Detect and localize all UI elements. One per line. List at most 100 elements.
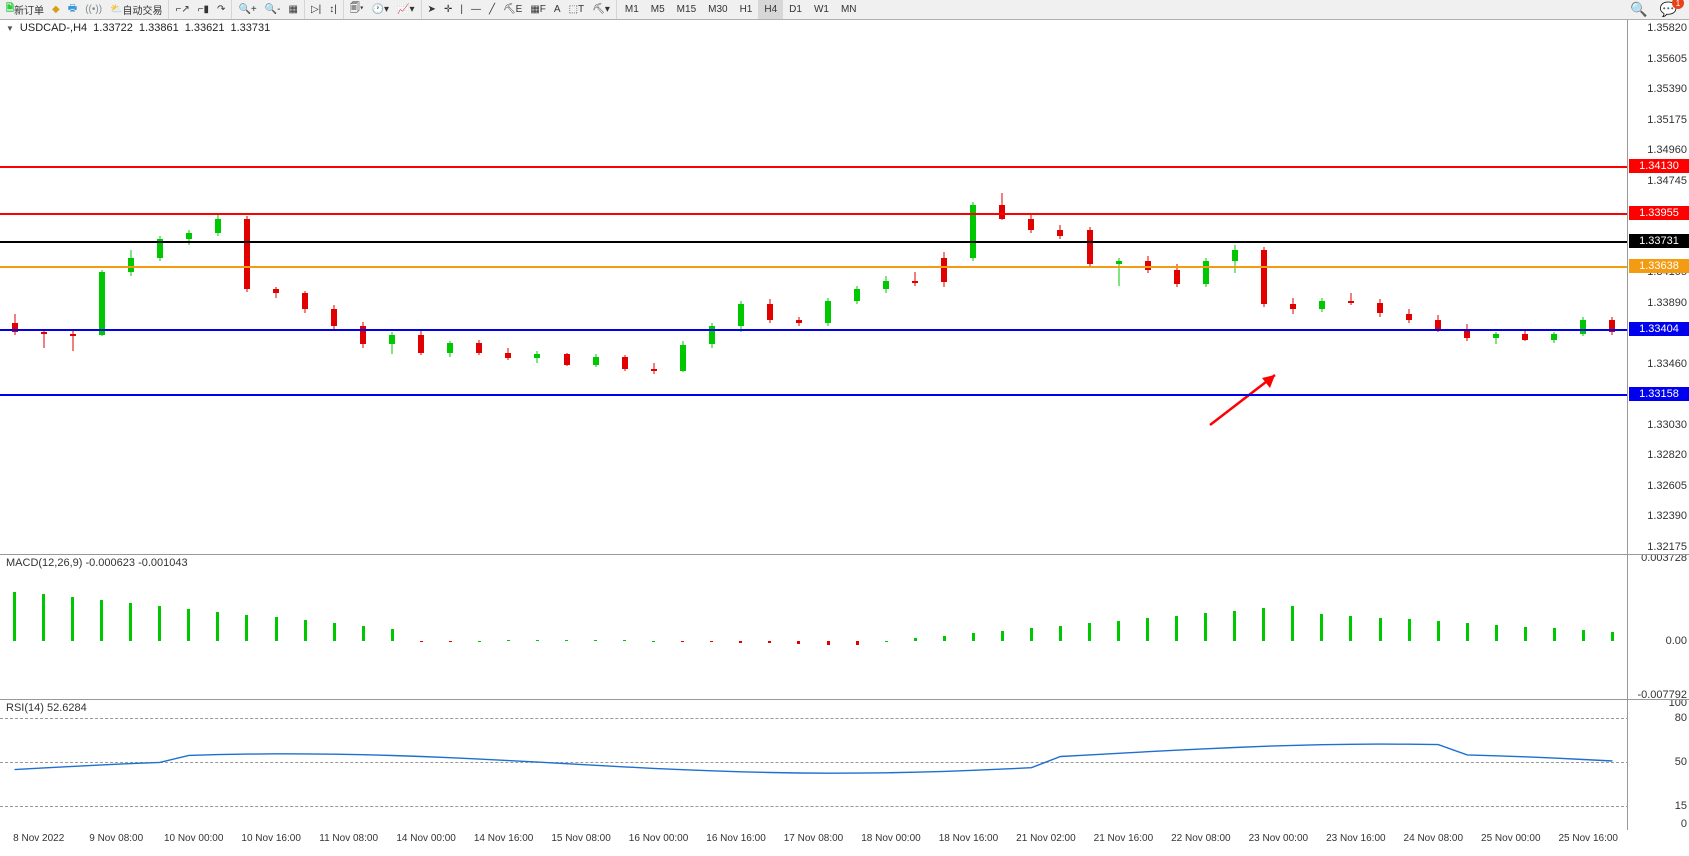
price-axis[interactable]: 1.35820 1.35605 1.35390 1.35175 1.34960 1.347… (1627, 20, 1689, 554)
price-tick-17: 1.32175 (1647, 541, 1687, 553)
period-m5[interactable]: M5 (645, 0, 671, 19)
chart-container: ▼ USDCAD-,H4 1.33722 1.33861 1.33621 1.3… (0, 20, 1689, 850)
price-tick-11: 1.33460 (1647, 358, 1687, 370)
chat-badge-count: 1 (1672, 0, 1684, 9)
period-h1[interactable]: H1 (734, 0, 759, 19)
draw-group: ➤ ✛ | — ╱ ⛏E ▦F A ⬚T ⛏▾ (422, 0, 617, 19)
level-badge-2[interactable]: 1.33731 (1629, 234, 1689, 248)
level-badge-1[interactable]: 1.33955 (1629, 206, 1689, 220)
price-panel[interactable]: ▼ USDCAD-,H4 1.33722 1.33861 1.33621 1.3… (0, 20, 1689, 555)
nav-group: ▷| ↕| (305, 0, 344, 19)
chart-type-icon[interactable]: 📈▾ (393, 0, 418, 19)
level-badge-0[interactable]: 1.34130 (1629, 159, 1689, 173)
date-tick-20: 25 Nov 16:00 (1559, 833, 1619, 844)
macd-panel[interactable]: MACD(12,26,9) -0.000623 -0.001043 0.0037… (0, 555, 1689, 700)
price-tick-15: 1.32605 (1647, 480, 1687, 492)
date-tick-13: 21 Nov 02:00 (1016, 833, 1076, 844)
macd-axis[interactable]: 0.003728 0.00 -0.007792 (1627, 555, 1689, 699)
vertical-line-icon[interactable]: | (456, 0, 467, 19)
rect-pattern-icon[interactable]: ▦F (526, 0, 550, 19)
macd-tick-low: -0.007792 (1637, 689, 1687, 700)
zoom-out-icon[interactable]: 🔍- (261, 0, 285, 19)
period-mn[interactable]: MN (835, 0, 863, 19)
level-badge-5[interactable]: 1.33158 (1629, 387, 1689, 401)
level-line-3[interactable] (0, 266, 1627, 268)
date-tick-6: 14 Nov 16:00 (474, 833, 534, 844)
level-line-0[interactable] (0, 166, 1627, 168)
date-tick-18: 24 Nov 08:00 (1404, 833, 1464, 844)
price-tick-3: 1.35175 (1647, 114, 1687, 126)
rsi-line[interactable] (15, 744, 1613, 773)
price-tick-9: 1.33890 (1647, 297, 1687, 309)
level-badge-4[interactable]: 1.33404 (1629, 322, 1689, 336)
date-tick-10: 17 Nov 08:00 (784, 833, 844, 844)
grid-icon[interactable]: ▦ (285, 0, 302, 19)
uptrend-arrow-line (1210, 375, 1275, 425)
period-h4[interactable]: H4 (758, 0, 783, 19)
period-w1[interactable]: W1 (808, 0, 835, 19)
level-line-2[interactable] (0, 241, 1627, 243)
auto-trading-label: 自动交易 (122, 2, 162, 17)
toolbar-right: 🔍 💬 1 (1624, 1, 1689, 18)
horizontal-line-icon[interactable]: — (467, 0, 485, 19)
period-group: M1 M5 M15 M30 H1 H4 D1 W1 MN (617, 0, 865, 19)
chart-view-icon-3[interactable]: ↷ (213, 0, 229, 19)
price-tick-16: 1.32390 (1647, 510, 1687, 522)
date-tick-3: 10 Nov 16:00 (241, 833, 301, 844)
nav-icon-1[interactable]: ▷| (307, 0, 325, 19)
period-m30[interactable]: M30 (702, 0, 733, 19)
date-tick-11: 18 Nov 00:00 (861, 833, 921, 844)
date-tick-17: 23 Nov 16:00 (1326, 833, 1386, 844)
date-tick-16: 23 Nov 00:00 (1249, 833, 1309, 844)
date-tick-4: 11 Nov 08:00 (319, 833, 378, 844)
chat-icon[interactable]: 💬 1 (1660, 1, 1677, 18)
add-group: 🗐▾ 🕐▾ 📈▾ (344, 0, 422, 19)
tools-icon-1[interactable]: ◆ (48, 0, 64, 19)
clock-icon[interactable]: 🕐▾ (368, 0, 393, 19)
date-tick-5: 14 Nov 00:00 (396, 833, 456, 844)
level-line-4[interactable] (0, 329, 1627, 331)
price-tick-1: 1.35605 (1647, 53, 1687, 65)
text-box-icon[interactable]: ⬚T (565, 0, 589, 19)
auto-trading-button[interactable]: ⛅ 自动交易 (106, 0, 166, 19)
cursor-icon[interactable]: ➤ (424, 0, 440, 19)
date-tick-19: 25 Nov 00:00 (1481, 833, 1541, 844)
rsi-axis[interactable]: 100 80 50 15 0 (1627, 700, 1689, 830)
date-tick-2: 10 Nov 00:00 (164, 833, 224, 844)
date-tick-1: 9 Nov 08:00 (89, 833, 143, 844)
period-d1[interactable]: D1 (783, 0, 808, 19)
add-expert-icon[interactable]: 🗐▾ (346, 0, 368, 19)
chart-view-icon-2[interactable]: ⌐▮ (194, 0, 213, 19)
order-group: 🗎 新订单 ◆ 🖶 ((•)) ⛅ 自动交易 (0, 0, 169, 19)
toolbar: 🗎 新订单 ◆ 🖶 ((•)) ⛅ 自动交易 ⌐↗ ⌐▮ ↷ 🔍+ 🔍- ▦ ▷… (0, 0, 1689, 20)
date-axis[interactable]: 8 Nov 2022 9 Nov 08:00 10 Nov 00:00 10 Nov … (0, 830, 1689, 850)
date-tick-15: 22 Nov 08:00 (1171, 833, 1231, 844)
tools-icon-2[interactable]: 🖶 (64, 0, 81, 19)
mailbox-icon[interactable]: ((•)) (81, 0, 106, 19)
period-m15[interactable]: M15 (671, 0, 702, 19)
text-icon-a[interactable]: A (550, 0, 565, 19)
level-line-1[interactable] (0, 213, 1627, 215)
rsi-tick-100: 100 (1669, 700, 1687, 709)
new-order-icon: 🗎 (6, 1, 14, 18)
chart-view-icon-1[interactable]: ⌐↗ (171, 0, 193, 19)
level-badge-3[interactable]: 1.33638 (1629, 259, 1689, 273)
crosshair-icon[interactable]: ✛ (440, 0, 456, 19)
nav-icon-2[interactable]: ↕| (325, 0, 341, 19)
search-icon[interactable]: 🔍 (1630, 1, 1647, 18)
new-order-button[interactable]: 🗎 新订单 (2, 0, 48, 19)
auto-trading-icon: ⛅ (110, 4, 122, 15)
price-tick-13: 1.33030 (1647, 419, 1687, 431)
uptrend-arrow-head (1262, 375, 1275, 388)
fib-icon[interactable]: ⛏E (499, 0, 526, 19)
rsi-tick-15: 15 (1675, 800, 1687, 812)
trendline-icon[interactable]: ╱ (485, 0, 499, 19)
object-list-icon[interactable]: ⛏▾ (588, 0, 614, 19)
level-line-5[interactable] (0, 394, 1627, 396)
zoom-in-icon[interactable]: 🔍+ (234, 0, 260, 19)
rsi-panel[interactable]: RSI(14) 52.6284 100 80 50 15 0 (0, 700, 1689, 830)
new-order-label: 新订单 (14, 2, 44, 17)
date-tick-12: 18 Nov 16:00 (939, 833, 999, 844)
macd-tick-high: 0.003728 (1641, 555, 1687, 564)
period-m1[interactable]: M1 (619, 0, 645, 19)
